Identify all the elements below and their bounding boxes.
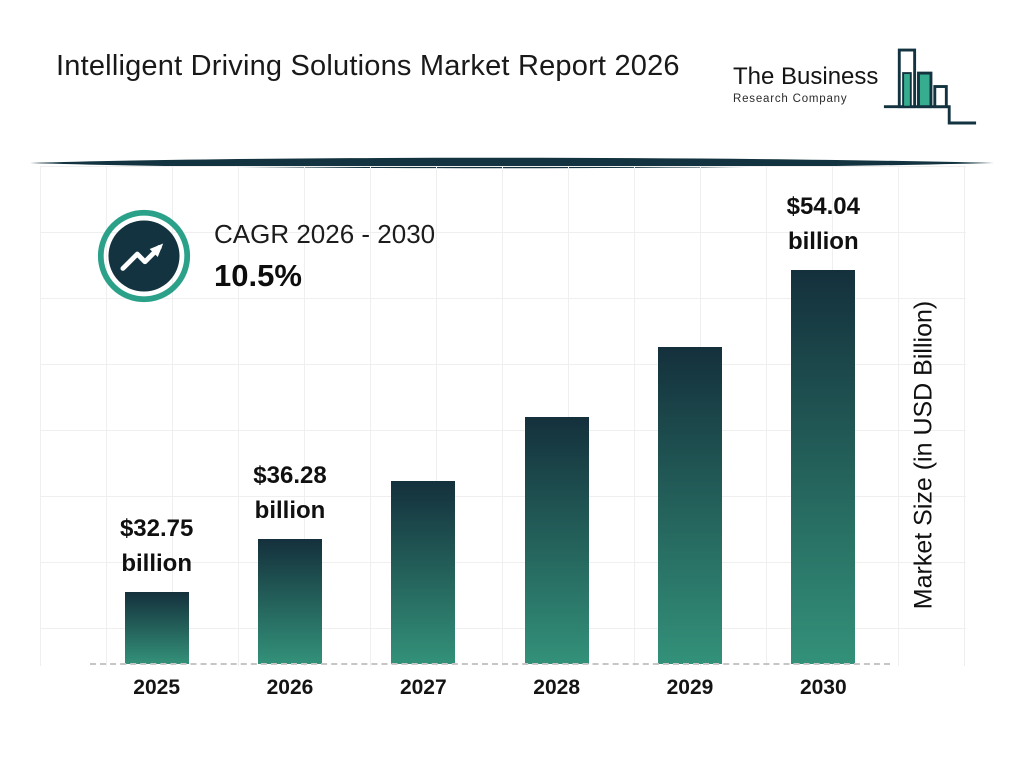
bar-slot-2026: $36.28 billion	[223, 180, 356, 664]
bar-2027	[391, 481, 456, 664]
logo-text: The Business Research Company	[733, 63, 879, 106]
x-axis-label-2025: 2025	[133, 676, 181, 699]
company-logo: The Business Research Company	[733, 46, 978, 128]
x-axis-line	[90, 663, 890, 665]
logo-text-secondary: Research Company	[733, 93, 848, 106]
bar-value-label-2030: $54.04 billion	[786, 193, 860, 256]
x-axis-labels: 2025 2026 2027 2028 2029 2030	[90, 676, 890, 700]
logo-text-primary: The Business	[733, 63, 879, 90]
page-title: Intelligent Driving Solutions Market Rep…	[56, 50, 680, 82]
bar-series: $32.75 billion $36.28 billion $54.04 billion	[90, 180, 890, 664]
bar-slot-2028	[490, 180, 623, 664]
cagr-value: 10.5%	[214, 257, 302, 293]
logo-bar-chart-icon	[884, 48, 977, 125]
divider-line	[30, 157, 994, 169]
x-axis-label-2030: 2030	[799, 676, 847, 699]
bar-value-label-2025: $32.75 billion	[119, 515, 194, 578]
bar-2030	[791, 270, 856, 664]
x-axis-label-2026: 2026	[266, 676, 314, 699]
bar-2028	[524, 417, 589, 664]
bar-2029	[657, 347, 722, 664]
cagr-badge: CAGR 2026 - 2030 10.5%	[96, 208, 435, 304]
x-axis-label-2027: 2027	[399, 676, 447, 699]
x-axis-label-2028: 2028	[533, 676, 580, 699]
bar-slot-2030: $54.04 billion	[757, 180, 890, 664]
bar-2025	[124, 592, 189, 664]
bar-slot-2027	[357, 180, 490, 664]
bar-slot-2029	[623, 180, 756, 664]
trend-up-icon	[97, 209, 191, 303]
bar-value-label-2026: $36.28 billion	[253, 462, 327, 525]
bar-slot-2025: $32.75 billion	[90, 180, 223, 664]
cagr-texts: CAGR 2026 - 2030 10.5%	[214, 219, 435, 294]
x-axis-label-2029: 2029	[666, 676, 714, 699]
y-axis-label: Market Size (in USD Billion)	[909, 300, 938, 610]
cagr-label: CAGR 2026 - 2030	[214, 218, 436, 249]
bar-2026	[257, 539, 322, 664]
